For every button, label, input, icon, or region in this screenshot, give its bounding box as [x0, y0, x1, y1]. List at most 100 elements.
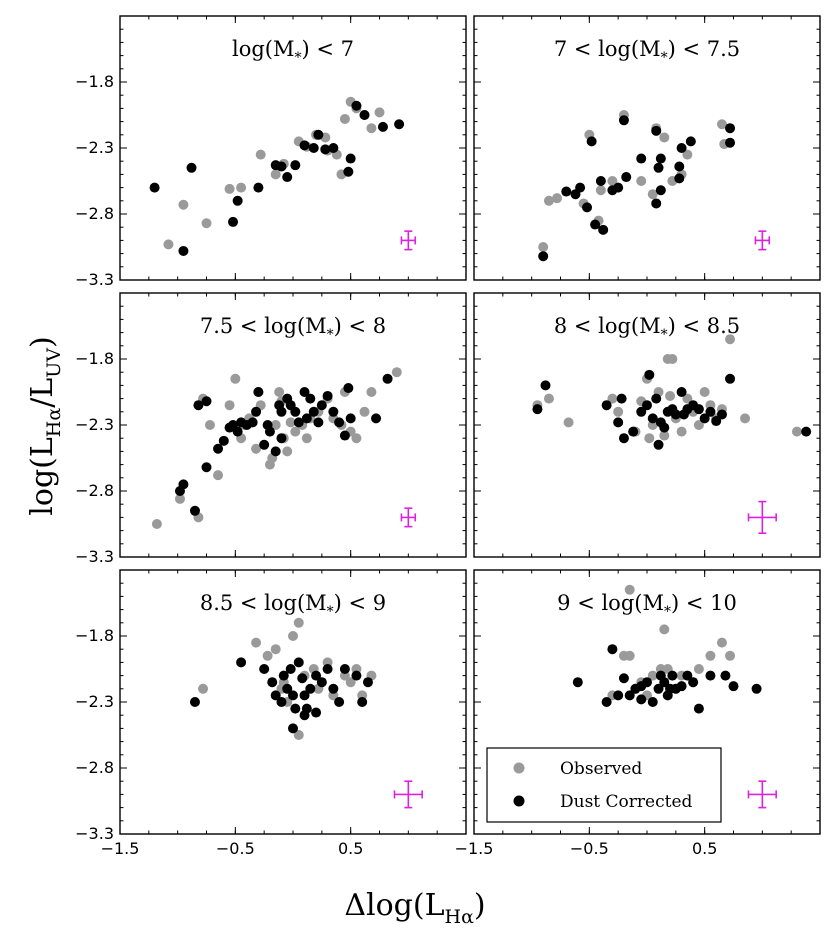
y-tick-label: −2.3: [75, 415, 114, 434]
dust-corrected-point: [613, 417, 624, 428]
dust-corrected-point: [636, 694, 647, 705]
dust-corrected-point: [624, 690, 635, 701]
dust-corrected-point: [655, 153, 666, 164]
observed-point: [659, 430, 670, 441]
observed-point: [740, 413, 751, 424]
dust-corrected-point: [339, 664, 350, 674]
observed-point: [366, 387, 377, 397]
dust-corrected-point: [301, 413, 312, 424]
dust-corrected-point: [259, 664, 270, 674]
dust-corrected-point: [201, 396, 212, 407]
dust-corrected-point: [178, 245, 189, 256]
panel-title: 8.5 < log(M*) < 9: [200, 591, 386, 620]
observed-point: [213, 470, 224, 481]
y-tick-label: −1.8: [75, 349, 114, 368]
observed-point: [293, 730, 304, 740]
dust-corrected-point: [213, 443, 224, 454]
observed-point: [174, 493, 185, 504]
dust-corrected-point: [193, 400, 204, 411]
dust-corrected-point: [371, 413, 382, 424]
dust-corrected-point: [613, 182, 624, 193]
dust-corrected-point: [676, 143, 687, 153]
panel-6: −1.5 −0.5 0.5 9 < log(M*) < 10: [455, 569, 821, 858]
dust-corrected-point: [322, 390, 333, 401]
dust-corrected-point: [636, 153, 647, 164]
observed-point: [624, 650, 635, 661]
dust-corrected-point: [288, 690, 298, 701]
dust-corrected-point: [655, 185, 666, 196]
dust-corrected-point: [189, 505, 200, 516]
dust-corrected-point: [299, 387, 310, 397]
y-tick-label: −3.3: [75, 547, 114, 566]
dust-corrected-point: [290, 160, 301, 171]
dust-corrected-point: [313, 417, 324, 428]
error-bar: [393, 780, 423, 809]
observed-point: [270, 420, 281, 430]
observed-point: [255, 149, 266, 160]
x-tick-label: 0.5: [338, 839, 363, 858]
dust-corrected-point: [618, 433, 629, 444]
y-tick-label: −3.3: [75, 270, 114, 289]
observed-point: [659, 624, 670, 635]
dust-corrected-point: [308, 143, 319, 153]
error-bar: [400, 230, 417, 251]
observed-point: [224, 400, 235, 411]
dust-corrected-point: [251, 406, 262, 417]
observed-point: [224, 183, 235, 194]
legend: Observed Dust Corrected: [486, 747, 722, 823]
dust-corrected-point: [311, 670, 322, 681]
dust-corrected-point: [699, 413, 710, 424]
dust-corrected-point: [653, 439, 664, 450]
dust-corrected-point: [328, 683, 339, 694]
legend-dust-corrected-label: Dust Corrected: [560, 792, 693, 812]
dust-corrected-point: [345, 413, 356, 424]
x-tick-label: −0.5: [570, 839, 609, 858]
dust-corrected-point: [607, 644, 618, 655]
observed-point: [151, 519, 162, 529]
dust-corrected-point: [394, 119, 405, 130]
observed-point: [270, 644, 281, 655]
dust-corrected-point: [618, 673, 629, 684]
dust-corrected-point: [232, 195, 243, 206]
dust-corrected-point: [276, 161, 287, 172]
x-tick-label: −0.5: [216, 839, 255, 858]
dust-corrected-point: [532, 404, 543, 415]
observed-point: [682, 393, 693, 404]
dust-corrected-point: [693, 404, 704, 415]
dust-corrected-point: [285, 664, 296, 674]
panel-3: −3.3 −2.8 −2.3 −1.8 7.5 < log(M*) < 8: [75, 292, 467, 566]
observed-point: [230, 373, 241, 384]
dust-corrected-point: [716, 409, 727, 420]
dust-corrected-point: [297, 673, 308, 684]
dust-corrected-point: [688, 677, 699, 688]
dust-corrected-point: [322, 664, 333, 674]
dust-corrected-point: [676, 681, 687, 692]
dust-corrected-point: [601, 697, 612, 707]
dust-corrected-point: [647, 697, 658, 707]
dust-corrected-point: [642, 400, 652, 411]
observed-point: [725, 650, 736, 661]
observed-point: [270, 169, 281, 180]
dust-corrected-point: [693, 703, 704, 714]
dust-corrected-point: [636, 406, 647, 417]
panel-title: 8 < log(M*) < 8.5: [554, 314, 740, 343]
dust-corrected-point: [328, 143, 339, 153]
observed-point: [374, 107, 385, 118]
observed-point: [288, 631, 298, 641]
dust-corrected-point: [720, 670, 731, 681]
observed-point: [647, 670, 658, 681]
dust-corrected-point: [351, 670, 362, 681]
dust-corrected-point: [651, 125, 662, 136]
dust-corrected-point: [601, 400, 612, 411]
dust-corrected-point: [305, 683, 316, 694]
observed-point: [251, 637, 262, 648]
dust-corrected-point: [328, 406, 339, 417]
y-tick-label: −1.8: [75, 72, 114, 91]
dust-corrected-point: [628, 426, 639, 437]
dust-corrected-point: [362, 677, 373, 688]
dust-corrected-point: [586, 136, 597, 147]
dust-corrected-point: [308, 406, 319, 417]
observed-point: [345, 677, 356, 688]
x-tick-label: 0.5: [692, 839, 717, 858]
panel-title: 9 < log(M*) < 10: [557, 591, 737, 620]
